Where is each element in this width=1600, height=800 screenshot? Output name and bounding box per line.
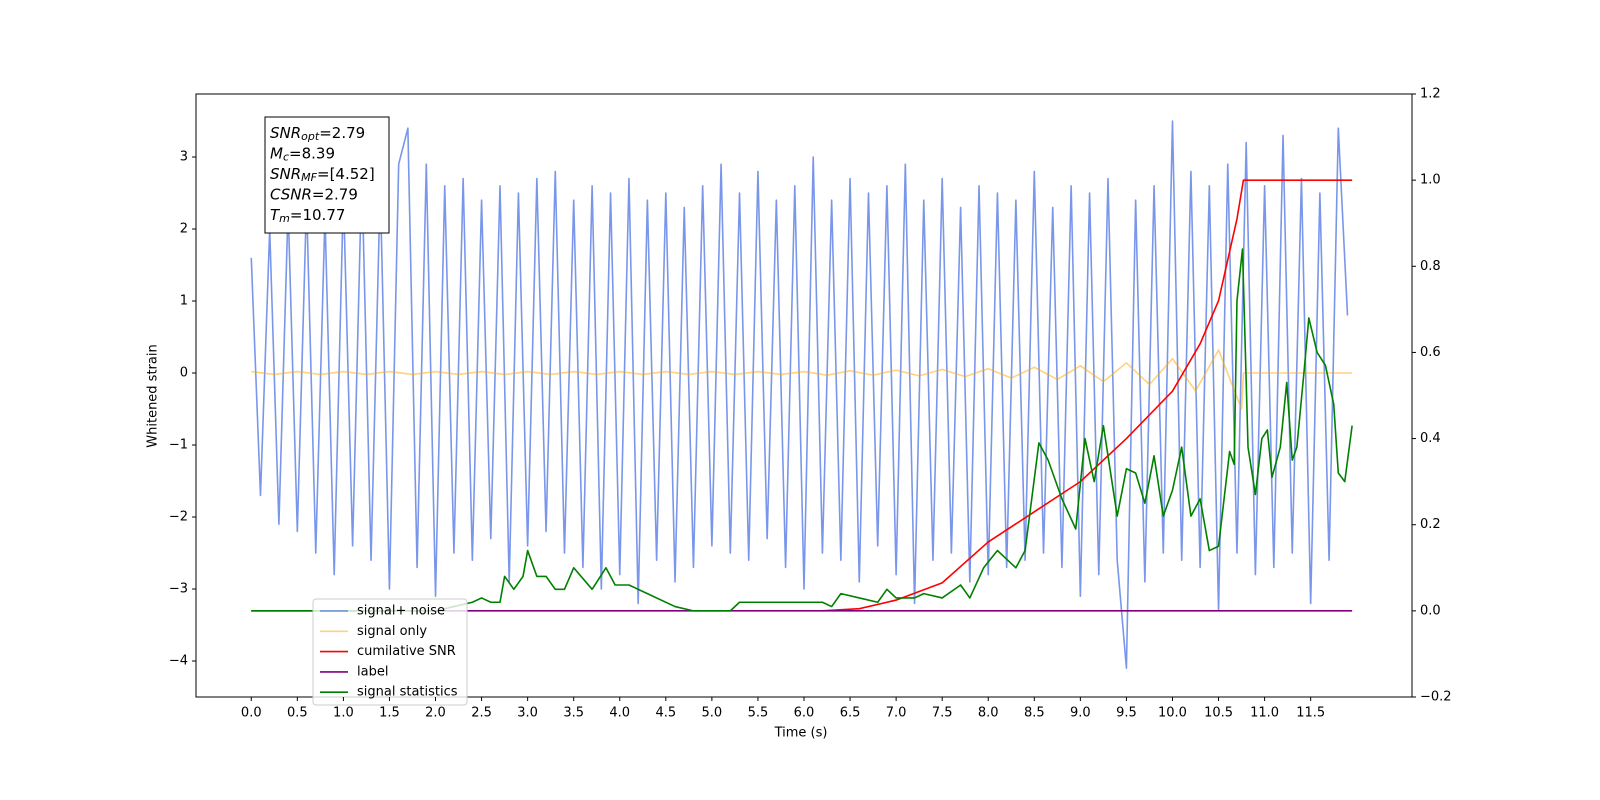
annotation-value: =10.77 [290,206,346,224]
annotation-symbol: M [270,144,283,162]
x-tick-label: 2.0 [425,706,446,721]
x-tick-label: 6.0 [794,706,815,721]
y-tick-label: 0 [180,366,188,381]
annotation-value: =[4.52] [317,165,375,183]
y-tick-label: −2 [169,510,188,525]
y2-tick-label: 1.2 [1420,87,1441,102]
x-tick-label: 5.0 [702,706,723,721]
annotation-symbol: SNR [270,124,301,142]
annotation-value: =2.79 [319,124,365,142]
annotation-subscript: opt [301,130,320,143]
legend: signal+ noise signal only cumilative SNR la… [312,598,468,706]
annotation-frame [264,116,390,234]
annotation-line: Mc=8.39 [270,144,335,164]
y2-tick-label: 1.0 [1420,173,1441,188]
x-tick-label: 10.5 [1204,706,1233,721]
x-axis-label: Time (s) [774,726,828,741]
x-tick-label: 4.0 [609,706,630,721]
y2-tick-label: 0.8 [1420,259,1441,274]
y-tick-label: 3 [180,150,188,165]
x-tick-label: 4.5 [655,706,676,721]
y-tick-label: 2 [180,222,188,237]
y-tick-label: −1 [169,438,188,453]
x-tick-label: 7.0 [886,706,907,721]
y2-tick-label: 0.2 [1420,517,1441,532]
legend-frame [312,598,468,706]
x-tick-label: 1.0 [333,706,354,721]
legend-label: cumilative SNR [357,644,456,659]
y2-tick-label: 0.4 [1420,431,1441,446]
annotation-box: SNRopt=2.79Mc=8.39SNRMF=[4.52]CSNR=2.79T… [264,116,390,234]
x-tick-label: 8.0 [978,706,999,721]
y2-tick-label: −0.2 [1420,690,1452,705]
x-tick-label: 9.0 [1070,706,1091,721]
annotation-symbol: SNR [270,165,301,183]
legend-label: signal+ noise [357,604,445,619]
annotation-symbol: T [270,206,281,224]
x-tick-label: 6.5 [840,706,861,721]
y2-tick-label: 0.0 [1420,603,1441,618]
series-line [250,120,1349,669]
annotation-line: CSNR=2.79 [270,185,358,203]
x-tick-label: 1.5 [379,706,400,721]
annotation-symbol: CSNR [270,185,312,203]
x-tick-label: 3.0 [517,706,538,721]
x-tick-label: 8.5 [1024,706,1045,721]
x-tick-label: 2.5 [471,706,492,721]
legend-label: label [357,664,388,679]
legend-label: signal statistics [357,685,458,700]
x-tick-label: 3.5 [563,706,584,721]
x-tick-label: 0.0 [241,706,262,721]
x-tick-label: 5.5 [748,706,769,721]
x-tick-label: 10.0 [1158,706,1187,721]
annotation-subscript: c [283,151,289,164]
annotation-value: =2.79 [312,185,358,203]
x-tick-label: 7.5 [932,706,953,721]
x-tick-label: 0.5 [287,706,308,721]
annotation-subscript: m [279,212,290,225]
x-tick-label: 11.0 [1250,706,1279,721]
y-tick-label: 1 [180,294,188,309]
y-tick-label: −4 [169,654,188,669]
annotation-value: =8.39 [289,144,335,162]
y-axis-label: Whitened strain [146,344,161,447]
annotation-line: SNRMF=[4.52] [270,165,375,185]
series-line [251,248,1353,612]
x-tick-label: 11.5 [1296,706,1325,721]
annotation-subscript: MF [301,171,317,184]
series-line [251,349,1353,410]
x-tick-label: 9.5 [1116,706,1137,721]
annotation-line: Tm=10.77 [270,206,345,226]
y-tick-label: −3 [169,582,188,597]
legend-label: signal only [357,624,427,639]
annotation-line: SNRopt=2.79 [270,124,365,144]
y2-tick-label: 0.6 [1420,345,1441,360]
